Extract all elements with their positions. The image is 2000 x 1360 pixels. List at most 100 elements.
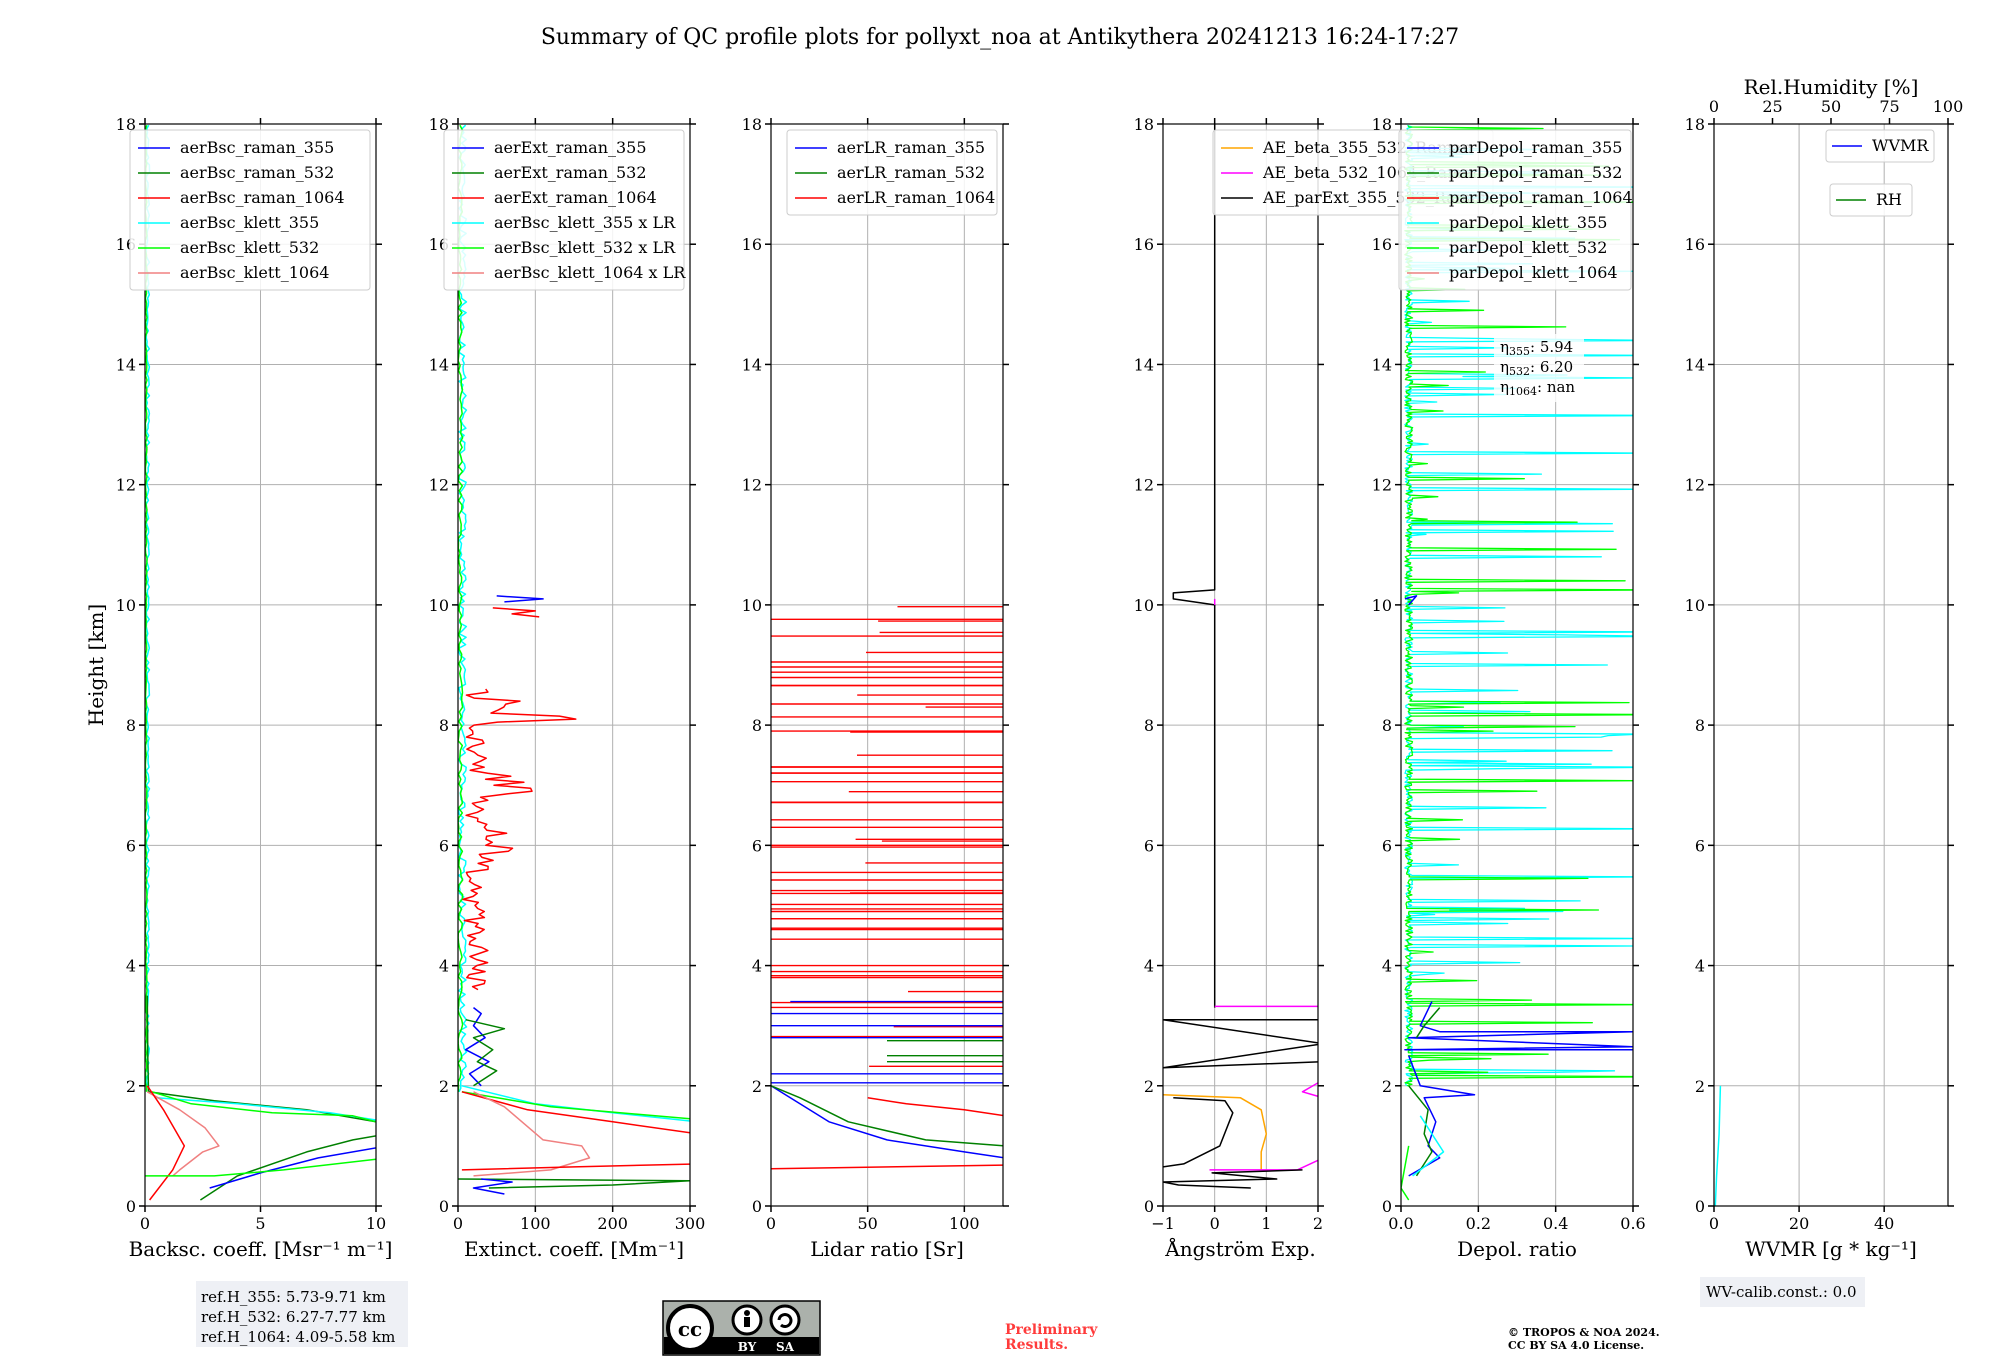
top-x-tick-label: 25 (1762, 97, 1782, 116)
x-tick-label: 0 (1210, 1214, 1220, 1233)
plot-frame-ae (1162, 123, 1319, 1207)
y-tick-label: 18 (742, 115, 762, 134)
series-aerExt-raman-532 (465, 1018, 506, 1087)
series-AE-parExt-base (1163, 1169, 1303, 1189)
y-tick-label: 14 (116, 355, 136, 374)
series-aerExt-raman-532-base (458, 1178, 690, 1189)
y-axis-label: Height [km] (84, 604, 108, 726)
legend-label: aerBsc_klett_1064 x LR (494, 263, 686, 282)
y-tick-label: 4 (1382, 957, 1392, 976)
x-tick-label: 0 (140, 1214, 150, 1233)
legend-label: parDepol_raman_355 (1449, 138, 1622, 157)
plot-frame-wv (1713, 123, 1949, 1207)
x-tick-label: 2 (1313, 1214, 1323, 1233)
share-alike-icon (769, 1304, 801, 1336)
series-aerLR-raman-1064-base (771, 1164, 1003, 1170)
plot-frame-lr (770, 123, 1004, 1207)
x-tick-label: 5 (255, 1214, 265, 1233)
svg-text:cc: cc (678, 1317, 702, 1341)
series-AE-beta-355-532 (1163, 1094, 1268, 1170)
series-aerExt-raman-1064-base (461, 1163, 690, 1171)
x-axis-label: WVMR [g * kg⁻¹] (1745, 1237, 1917, 1261)
series-group-ext (458, 124, 690, 1195)
series-AE-parExt-upper (1172, 124, 1216, 1008)
y-tick-label: 6 (1695, 836, 1705, 855)
series-parDepol-raman-355-10km (1404, 595, 1418, 606)
y-tick-label: 0 (1144, 1197, 1154, 1216)
y-tick-label: 2 (1144, 1077, 1154, 1096)
x-tick-label: 0 (1709, 1214, 1719, 1233)
y-tick-label: 14 (742, 355, 762, 374)
top-x-tick-label: 100 (1933, 97, 1964, 116)
y-tick-label: 2 (752, 1077, 762, 1096)
y-tick-label: 0 (1695, 1197, 1705, 1216)
series-parDepol-klett-532-lower (1401, 1145, 1410, 1201)
legend-depol: parDepol_raman_355 parDepol_raman_532 parD… (1398, 129, 1633, 291)
y-tick-label: 10 (1372, 596, 1392, 615)
y-tick-label: 14 (429, 355, 449, 374)
legend-label: aerLR_raman_1064 (837, 188, 995, 207)
series-ext-klett-1064 (473, 1091, 591, 1177)
y-tick-label: 18 (429, 115, 449, 134)
series-WVMR (1714, 1085, 1722, 1206)
legend-label: aerBsc_klett_1064 (180, 263, 329, 282)
y-tick-label: 0 (752, 1197, 762, 1216)
y-tick-label: 18 (116, 115, 136, 134)
legend-label: parDepol_raman_1064 (1449, 188, 1633, 207)
x-tick-label: 0.6 (1620, 1214, 1645, 1233)
x-tick-label: 40 (1874, 1214, 1894, 1233)
legend-frame (1829, 183, 1913, 217)
panel-wv: 0 20 40 0 2 4 6 8 10 12 14 16 18 WVMR [g * kg⁻¹] 0 25 50… (1685, 75, 1964, 1307)
copyright-line-1: © TROPOS & NOA 2024. (1508, 1326, 1660, 1339)
series-AE-beta-532-1064-2km (1301, 1081, 1318, 1098)
y-tick-label: 6 (1382, 836, 1392, 855)
wv-calib-box (1700, 1277, 1865, 1307)
legend-label: aerBsc_raman_1064 (180, 188, 345, 207)
legend-label: parDepol_klett_355 (1449, 213, 1607, 232)
top-x-tick-label: 75 (1879, 97, 1899, 116)
y-tick-label: 16 (1372, 235, 1392, 254)
panel-lr: 0 50 100 0 2 4 6 8 10 12 14 16 18 Lidar ratio [Sr] aer… (742, 115, 1009, 1261)
y-tick-label: 2 (126, 1077, 136, 1096)
series-aerLR-raman-532 (771, 1085, 1003, 1147)
x-tick-label: 20 (1789, 1214, 1809, 1233)
legend-label: aerBsc_klett_532 (180, 238, 319, 257)
eta-text: η355: 5.94 (1500, 338, 1573, 358)
x-tick-label: 10 (366, 1214, 386, 1233)
y-tick-label: 12 (1134, 476, 1154, 495)
y-tick-label: 8 (752, 716, 762, 735)
y-tick-label: 12 (1372, 476, 1392, 495)
series-aerBsc-raman-355 (209, 1147, 376, 1189)
x-tick-label: 100 (520, 1214, 551, 1233)
x-axis-label: Ångström Exp. (1164, 1236, 1315, 1261)
legend-frame (1398, 129, 1632, 291)
plot-frame-ext (457, 123, 691, 1207)
y-tick-label: 4 (126, 957, 136, 976)
legend-bsc: aerBsc_raman_355 aerBsc_raman_532 aerBsc_r… (129, 129, 371, 291)
y-tick-label: 4 (1695, 957, 1705, 976)
legend-frame (129, 129, 371, 291)
ref-height-text: ref.H_355: 5.73-9.71 km (201, 1288, 386, 1306)
preliminary-line-1: Preliminary (1005, 1322, 1098, 1338)
legend-label: aerExt_raman_355 (494, 138, 647, 157)
y-tick-label: 18 (1134, 115, 1154, 134)
legend-label: parDepol_klett_1064 (1449, 263, 1618, 282)
cc-icon (666, 1304, 714, 1352)
series-group-wv (1714, 1085, 1722, 1206)
x-tick-label: 0.0 (1388, 1214, 1413, 1233)
y-tick-label: 4 (439, 957, 449, 976)
x-tick-label: 0 (766, 1214, 776, 1233)
y-tick-label: 16 (742, 235, 762, 254)
x-tick-label: 200 (597, 1214, 628, 1233)
y-tick-label: 8 (1382, 716, 1392, 735)
y-tick-label: 2 (439, 1077, 449, 1096)
y-tick-label: 2 (1382, 1077, 1392, 1096)
top-x-tick-label: 50 (1821, 97, 1841, 116)
series-aerExt-raman-355-10km (496, 595, 544, 603)
series-aerBsc-raman-1064 (146, 1085, 186, 1201)
series-AE-parExt-355-532 (1163, 1018, 1318, 1069)
legend-label: aerBsc_klett_355 (180, 213, 319, 232)
